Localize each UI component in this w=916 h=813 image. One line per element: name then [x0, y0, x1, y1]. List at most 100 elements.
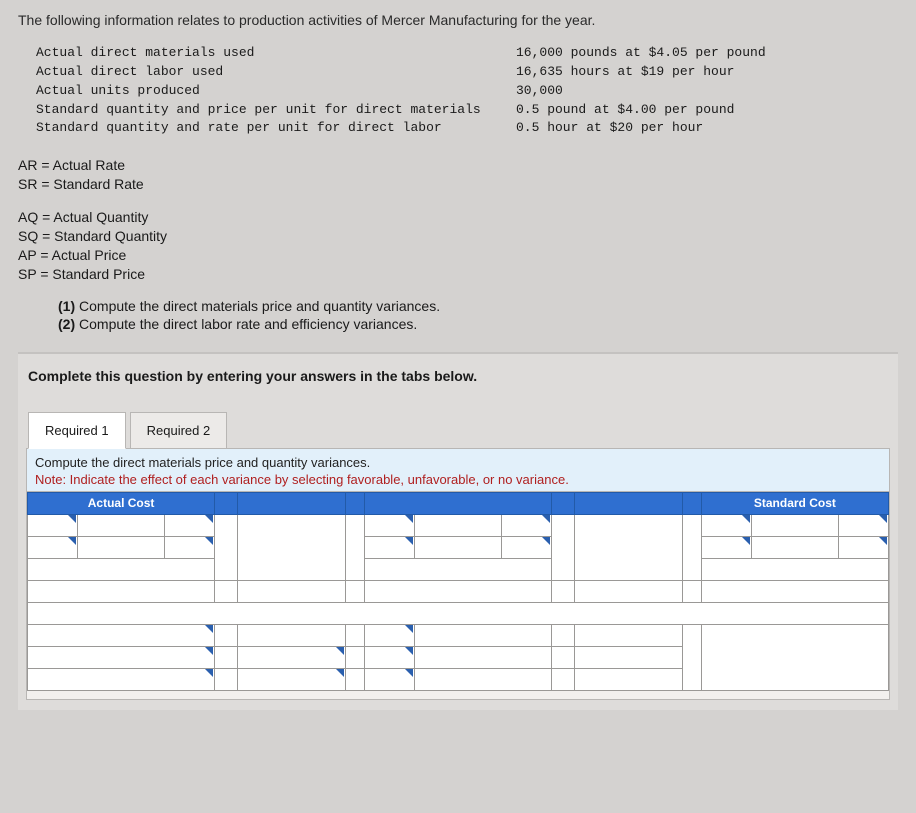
grid-gap [683, 514, 702, 580]
grid-gap [552, 668, 575, 690]
tab-required-1[interactable]: Required 1 [28, 412, 126, 449]
header-gap [215, 492, 238, 514]
grid-gap [574, 514, 682, 580]
input-cell[interactable] [751, 514, 838, 536]
calc-cell [574, 646, 682, 668]
header-gap [683, 492, 702, 514]
calc-cell [414, 646, 551, 668]
calc-cell [414, 668, 551, 690]
tab-body: Compute the direct materials price and q… [26, 448, 890, 492]
input-cell[interactable] [838, 514, 888, 536]
input-cell[interactable] [28, 536, 78, 558]
grid-gap [552, 580, 575, 602]
header-gap [364, 492, 551, 514]
input-cell[interactable] [165, 536, 215, 558]
requirement-text: Compute the direct materials price and q… [35, 455, 881, 470]
task-text: Compute the direct materials price and q… [79, 298, 440, 314]
definition-line: SR = Standard Rate [18, 175, 898, 194]
grid-gap [215, 668, 238, 690]
calc-cell [701, 558, 888, 580]
grid-gap [552, 514, 575, 580]
input-cell[interactable] [502, 536, 552, 558]
header-gap [346, 492, 365, 514]
given-label: Actual direct materials used [36, 44, 516, 63]
definition-line: SQ = Standard Quantity [18, 227, 898, 246]
input-cell[interactable] [28, 646, 215, 668]
given-value: 0.5 hour at $20 per hour [516, 119, 898, 138]
grid-gap [346, 580, 365, 602]
input-cell[interactable] [165, 514, 215, 536]
grid-gap [701, 624, 888, 690]
variance-grid-wrap: Actual Cost Standard Cost [26, 492, 890, 700]
input-cell[interactable] [364, 536, 414, 558]
grid-gap [346, 668, 365, 690]
given-value: 16,635 hours at $19 per hour [516, 63, 898, 82]
tasks-list: (1) Compute the direct materials price a… [58, 298, 898, 332]
input-cell[interactable] [838, 536, 888, 558]
grid-gap [215, 580, 238, 602]
calc-cell [364, 580, 551, 602]
calc-cell [28, 580, 215, 602]
grid-gap [346, 514, 365, 580]
input-cell[interactable] [364, 514, 414, 536]
grid-gap [346, 646, 365, 668]
input-cell[interactable] [364, 668, 414, 690]
input-cell[interactable] [28, 624, 215, 646]
header-standard-cost: Standard Cost [701, 492, 888, 514]
panel-instruction: Complete this question by entering your … [18, 368, 898, 404]
grid-gap [683, 580, 702, 602]
variance-type-cell[interactable] [238, 668, 346, 690]
grid-gap [683, 624, 702, 690]
input-cell[interactable] [77, 514, 164, 536]
input-cell[interactable] [364, 646, 414, 668]
input-cell[interactable] [701, 514, 751, 536]
given-label: Actual units produced [36, 82, 516, 101]
given-data-block: Actual direct materials used Actual dire… [36, 44, 898, 138]
input-cell[interactable] [751, 536, 838, 558]
calc-cell [701, 580, 888, 602]
definition-line: AP = Actual Price [18, 246, 898, 265]
input-cell[interactable] [364, 624, 414, 646]
intro-text: The following information relates to pro… [18, 12, 898, 28]
input-cell[interactable] [28, 514, 78, 536]
header-gap [552, 492, 575, 514]
input-cell[interactable] [28, 668, 215, 690]
definition-line: AR = Actual Rate [18, 156, 898, 175]
given-value: 30,000 [516, 82, 898, 101]
grid-gap [215, 646, 238, 668]
variance-amount-cell[interactable] [574, 580, 682, 602]
given-value: 0.5 pound at $4.00 per pound [516, 101, 898, 120]
header-gap [238, 492, 346, 514]
given-label: Standard quantity and price per unit for… [36, 101, 516, 120]
grid-gap [215, 514, 238, 580]
requirement-note: Note: Indicate the effect of each varian… [35, 472, 881, 487]
header-actual-cost: Actual Cost [28, 492, 215, 514]
grid-gap [215, 624, 238, 646]
input-cell[interactable] [414, 536, 501, 558]
calc-cell [574, 624, 682, 646]
grid-gap [552, 646, 575, 668]
input-cell[interactable] [502, 514, 552, 536]
answer-panel: Complete this question by entering your … [18, 352, 898, 710]
grid-gap [552, 624, 575, 646]
grid-gap [346, 624, 365, 646]
variance-grid: Actual Cost Standard Cost [27, 492, 889, 691]
given-label: Standard quantity and rate per unit for … [36, 119, 516, 138]
input-cell[interactable] [414, 514, 501, 536]
given-label: Actual direct labor used [36, 63, 516, 82]
variance-amount-cell[interactable] [238, 580, 346, 602]
input-cell[interactable] [701, 536, 751, 558]
definitions-block-1: AR = Actual Rate SR = Standard Rate [18, 156, 898, 194]
header-gap [574, 492, 682, 514]
grid-gap [238, 514, 346, 580]
calc-cell [364, 558, 551, 580]
calc-cell [574, 668, 682, 690]
task-text: Compute the direct labor rate and effici… [79, 316, 417, 332]
given-value: 16,000 pounds at $4.05 per pound [516, 44, 898, 63]
calc-cell [28, 558, 215, 580]
tab-bar: Required 1 Required 2 [28, 412, 898, 449]
task-num: (1) [58, 298, 75, 314]
tab-required-2[interactable]: Required 2 [130, 412, 228, 449]
input-cell[interactable] [77, 536, 164, 558]
variance-type-cell[interactable] [238, 646, 346, 668]
